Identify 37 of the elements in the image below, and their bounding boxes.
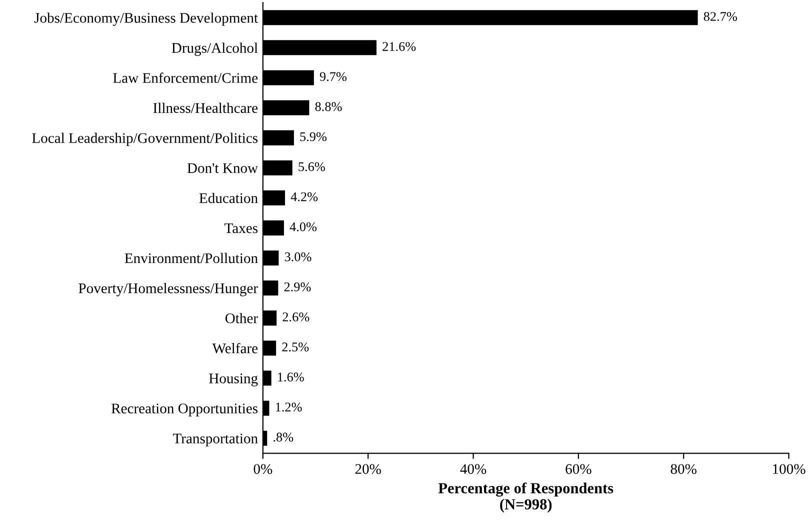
y-tick-label: Drugs/Alcohol [172, 42, 258, 56]
x-tick-label: 100% [773, 464, 806, 474]
x-tick-label: 80% [670, 464, 696, 474]
data-label: 5.9% [300, 132, 327, 142]
y-tick-label: Welfare [212, 342, 258, 354]
x-tick-label: 60% [566, 464, 592, 474]
data-label: 21.6% [382, 42, 416, 52]
data-label: 2.9% [284, 282, 311, 292]
y-tick-label: Education [199, 192, 258, 204]
data-label: 4.2% [290, 192, 318, 202]
data-label: 5.6% [298, 162, 325, 172]
data-label: 2.5% [282, 342, 309, 352]
y-tick-label: Housing [209, 374, 258, 386]
y-tick-label: Taxes [224, 223, 258, 234]
x-tick-label: 40% [460, 464, 486, 474]
y-tick-label: Poverty/Homelessness/Hunger [78, 282, 258, 296]
data-label: 82.7% [704, 12, 737, 21]
data-label: 8.8% [315, 102, 342, 112]
data-label: 3.0% [284, 252, 312, 262]
y-tick-label: Jobs/Economy/Business Development [34, 12, 258, 26]
y-tick-label: Local Leadership/Government/Politics [32, 132, 258, 146]
y-tick-label: Environment/Pollution [124, 252, 258, 264]
y-tick-label: Recreation Opportunities [111, 404, 258, 416]
data-label: 9.7% [320, 72, 347, 82]
data-label: 1.6% [278, 372, 304, 382]
data-label: 2.6% [282, 312, 310, 322]
x-axis-title: Percentage of Respondents (N=998) [438, 482, 614, 513]
data-label: 4.0% [290, 222, 317, 232]
y-tick-label: Illness/Healthcare [153, 102, 258, 113]
x-tick-label: 0% [254, 464, 272, 474]
data-label: .8% [274, 432, 294, 442]
data-label: 1.2% [276, 402, 302, 412]
y-tick-label: Don't Know [187, 163, 258, 174]
y-tick-label: Other [225, 313, 258, 324]
y-tick-label: Transportation [172, 434, 258, 446]
x-tick-label: 20% [355, 464, 381, 474]
y-tick-label: Law Enforcement/Crime [113, 72, 258, 83]
